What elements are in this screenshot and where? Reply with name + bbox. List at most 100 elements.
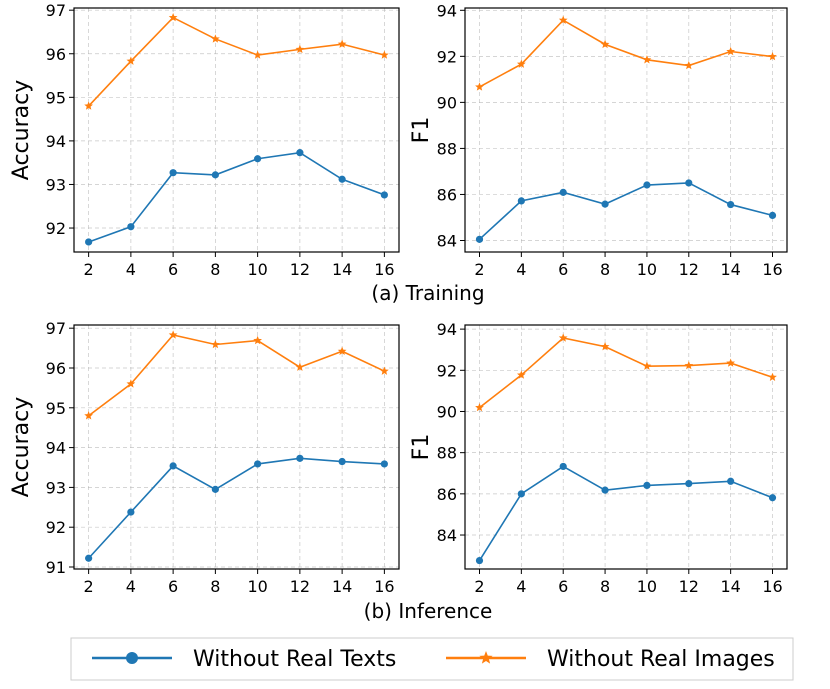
plot-frame: [73, 7, 400, 253]
data-point: [211, 485, 219, 493]
data-point: [516, 59, 526, 68]
x-tick-label: 6: [168, 260, 178, 279]
legend: Without Real Texts Without Real Images: [70, 637, 794, 681]
data-point: [127, 508, 135, 516]
data-point: [643, 481, 651, 490]
y-tick-label: 95: [46, 88, 66, 107]
data-point: [84, 411, 93, 420]
y-tick-label: 96: [46, 359, 66, 378]
y-tick-label: 88: [437, 139, 457, 158]
data-point: [168, 330, 178, 339]
data-point: [601, 200, 609, 208]
x-tick-label: 8: [600, 577, 610, 596]
data-point: [337, 39, 347, 48]
x-tick-label: 8: [600, 260, 610, 279]
y-tick-label: 88: [437, 444, 457, 463]
y-tick-label: 94: [437, 1, 457, 20]
data-point: [380, 191, 388, 199]
y-tick-label: 92: [437, 47, 457, 66]
data-point: [643, 181, 651, 189]
series-line-images: [478, 337, 773, 409]
data-point: [727, 200, 735, 209]
y-tick-label: 97: [46, 319, 66, 338]
data-point: [126, 379, 136, 388]
panels: 2 4 6 8 10 12 14 16 92 93 94 95 96 97 Accuracy 2 4 6 8 10 12…: [9, 1, 788, 596]
y-tick-label: 91: [46, 558, 66, 577]
y-tick-label: 93: [46, 478, 66, 497]
data-point: [211, 171, 219, 179]
data-point: [685, 179, 693, 187]
legend-label-images: Without Real Images: [547, 647, 775, 672]
y-tick-label: 90: [437, 402, 457, 421]
y-tick-label: 90: [437, 93, 457, 112]
data-point: [169, 169, 177, 177]
x-tick-label: 10: [637, 577, 657, 596]
data-point: [559, 462, 567, 471]
x-tick-label: 12: [290, 260, 310, 279]
x-tick-label: 4: [126, 577, 136, 596]
data-point: [517, 490, 525, 498]
data-point: [337, 346, 347, 355]
y-axis-label: F1: [409, 434, 434, 461]
series-line-texts: [88, 151, 385, 243]
data-point: [254, 460, 262, 468]
y-axis-label: Accuracy: [9, 80, 34, 180]
caption-training: (a) Training: [371, 281, 484, 305]
y-tick-label: 84: [437, 231, 457, 250]
y-tick-label: 84: [437, 526, 457, 545]
chart-training-accuracy: 2 4 6 8 10 12 14 16 92 93 94 95 96 97 Accuracy: [9, 1, 400, 279]
data-point: [380, 50, 389, 59]
y-tick-label: 86: [437, 185, 457, 204]
data-point: [338, 457, 346, 466]
x-tick-label: 12: [290, 577, 310, 596]
x-tick-label: 6: [558, 577, 568, 596]
x-tick-label: 6: [558, 260, 568, 279]
x-tick-label: 2: [84, 260, 94, 279]
x-tick-label: 14: [332, 577, 352, 596]
y-tick-label: 94: [46, 132, 66, 151]
data-point: [475, 235, 484, 243]
y-tick-label: 93: [46, 175, 66, 194]
x-tick-label: 2: [84, 577, 94, 596]
x-tick-label: 4: [516, 260, 526, 279]
x-tick-label: 14: [720, 260, 740, 279]
legend-marker-star-icon: [479, 651, 493, 664]
series-line-images: [88, 334, 385, 417]
x-tick-label: 14: [720, 577, 740, 596]
x-tick-label: 8: [210, 260, 220, 279]
x-tick-label: 2: [474, 260, 484, 279]
series-line-images: [88, 16, 385, 107]
data-point: [726, 358, 736, 367]
data-point: [254, 155, 262, 163]
data-point: [211, 339, 220, 349]
plot-frame: [464, 324, 788, 570]
y-tick-label: 92: [46, 518, 66, 537]
x-tick-label: 10: [247, 260, 267, 279]
data-point: [727, 477, 735, 485]
legend-box: [70, 637, 794, 681]
data-point: [380, 366, 389, 375]
chart-inference-f1: 2 4 6 8 10 12 14 16 84 86 88 90 92 94 F1: [409, 320, 788, 596]
data-point: [211, 34, 220, 43]
plot-frame: [464, 7, 788, 253]
data-point: [84, 101, 93, 110]
data-point: [295, 362, 305, 371]
chart-inference-accuracy: 2 4 6 8 10 12 14 16 91 92 93 94 95 96 97 Accuracy: [9, 319, 400, 596]
data-point: [85, 554, 93, 562]
data-point: [253, 335, 262, 345]
data-point: [768, 494, 777, 502]
data-point: [475, 402, 484, 412]
data-point: [296, 149, 304, 157]
data-point: [642, 55, 652, 64]
data-point: [295, 44, 305, 54]
data-point: [559, 188, 567, 196]
data-point: [684, 60, 694, 70]
data-point: [768, 372, 777, 382]
x-tick-label: 4: [516, 577, 526, 596]
x-tick-label: 4: [126, 260, 136, 279]
series-line-texts: [478, 465, 773, 561]
data-point: [127, 223, 135, 231]
series-line-images: [479, 19, 773, 88]
x-tick-label: 16: [374, 577, 394, 596]
data-point: [168, 12, 178, 22]
